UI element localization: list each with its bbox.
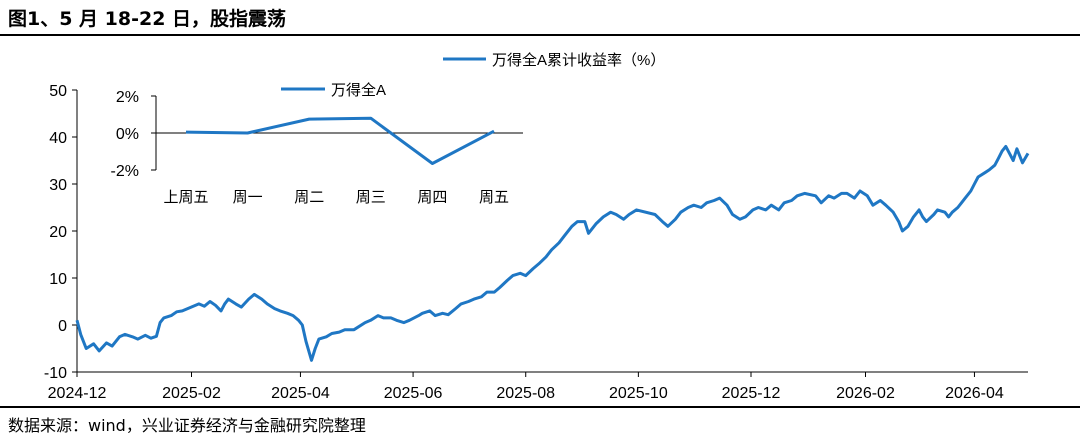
y-tick-label: 30: [49, 177, 67, 194]
y-tick-label: 40: [49, 130, 67, 147]
x-tick-label: 2025-12: [722, 385, 781, 402]
x-tick-label: 2025-04: [271, 385, 330, 402]
inset-x-tick-label: 周四: [417, 189, 447, 206]
y-tick-label: 10: [49, 271, 67, 288]
x-tick-label: 2025-08: [496, 385, 555, 402]
x-tick-label: 2025-06: [384, 385, 443, 402]
inset-x-tick-label: 上周五: [163, 189, 208, 206]
inset-legend-label: 万得全A: [331, 81, 386, 99]
x-tick-label: 2025-02: [162, 385, 221, 402]
inset-x-tick-label: 周三: [356, 189, 386, 206]
x-tick-label: 2025-10: [609, 385, 668, 402]
inset-y-tick-label: -2%: [111, 163, 139, 180]
title-rule: [0, 34, 1080, 36]
y-tick-label: 50: [49, 83, 67, 100]
figure-title: 图1、5 月 18-22 日，股指震荡: [8, 8, 287, 30]
x-tick-label: 2026-02: [836, 385, 895, 402]
y-tick-label: -10: [44, 365, 67, 382]
main-chart: -10 0 10 20 30 40 50 2024-12 2025-02 2025-04 2025-…: [44, 51, 1030, 402]
y-tick-label: 0: [58, 318, 67, 335]
series-line-cumulative-return: [75, 144, 1030, 362]
inset-y-tick-label: 0%: [116, 126, 139, 143]
inset-chart: -2% 0% 2% 上周五 周一 周二 周三 周四 周五 万得全A: [111, 81, 523, 206]
x-tick-label: 2024-12: [48, 385, 107, 402]
source-rule: [0, 406, 1080, 408]
legend-label: 万得全A累计收益率（%）: [492, 51, 665, 69]
x-tick-label: 2026-04: [945, 385, 1004, 402]
inset-x-tick-label: 周二: [294, 189, 324, 206]
inset-series-line: [185, 116, 495, 165]
source-note: 数据来源：wind，兴业证券经济与金融研究院整理: [8, 416, 366, 435]
y-tick-label: 20: [49, 224, 67, 241]
inset-x-tick-label: 周五: [479, 189, 509, 206]
inset-x-tick-label: 周一: [233, 189, 263, 206]
inset-y-tick-label: 2%: [116, 89, 139, 106]
